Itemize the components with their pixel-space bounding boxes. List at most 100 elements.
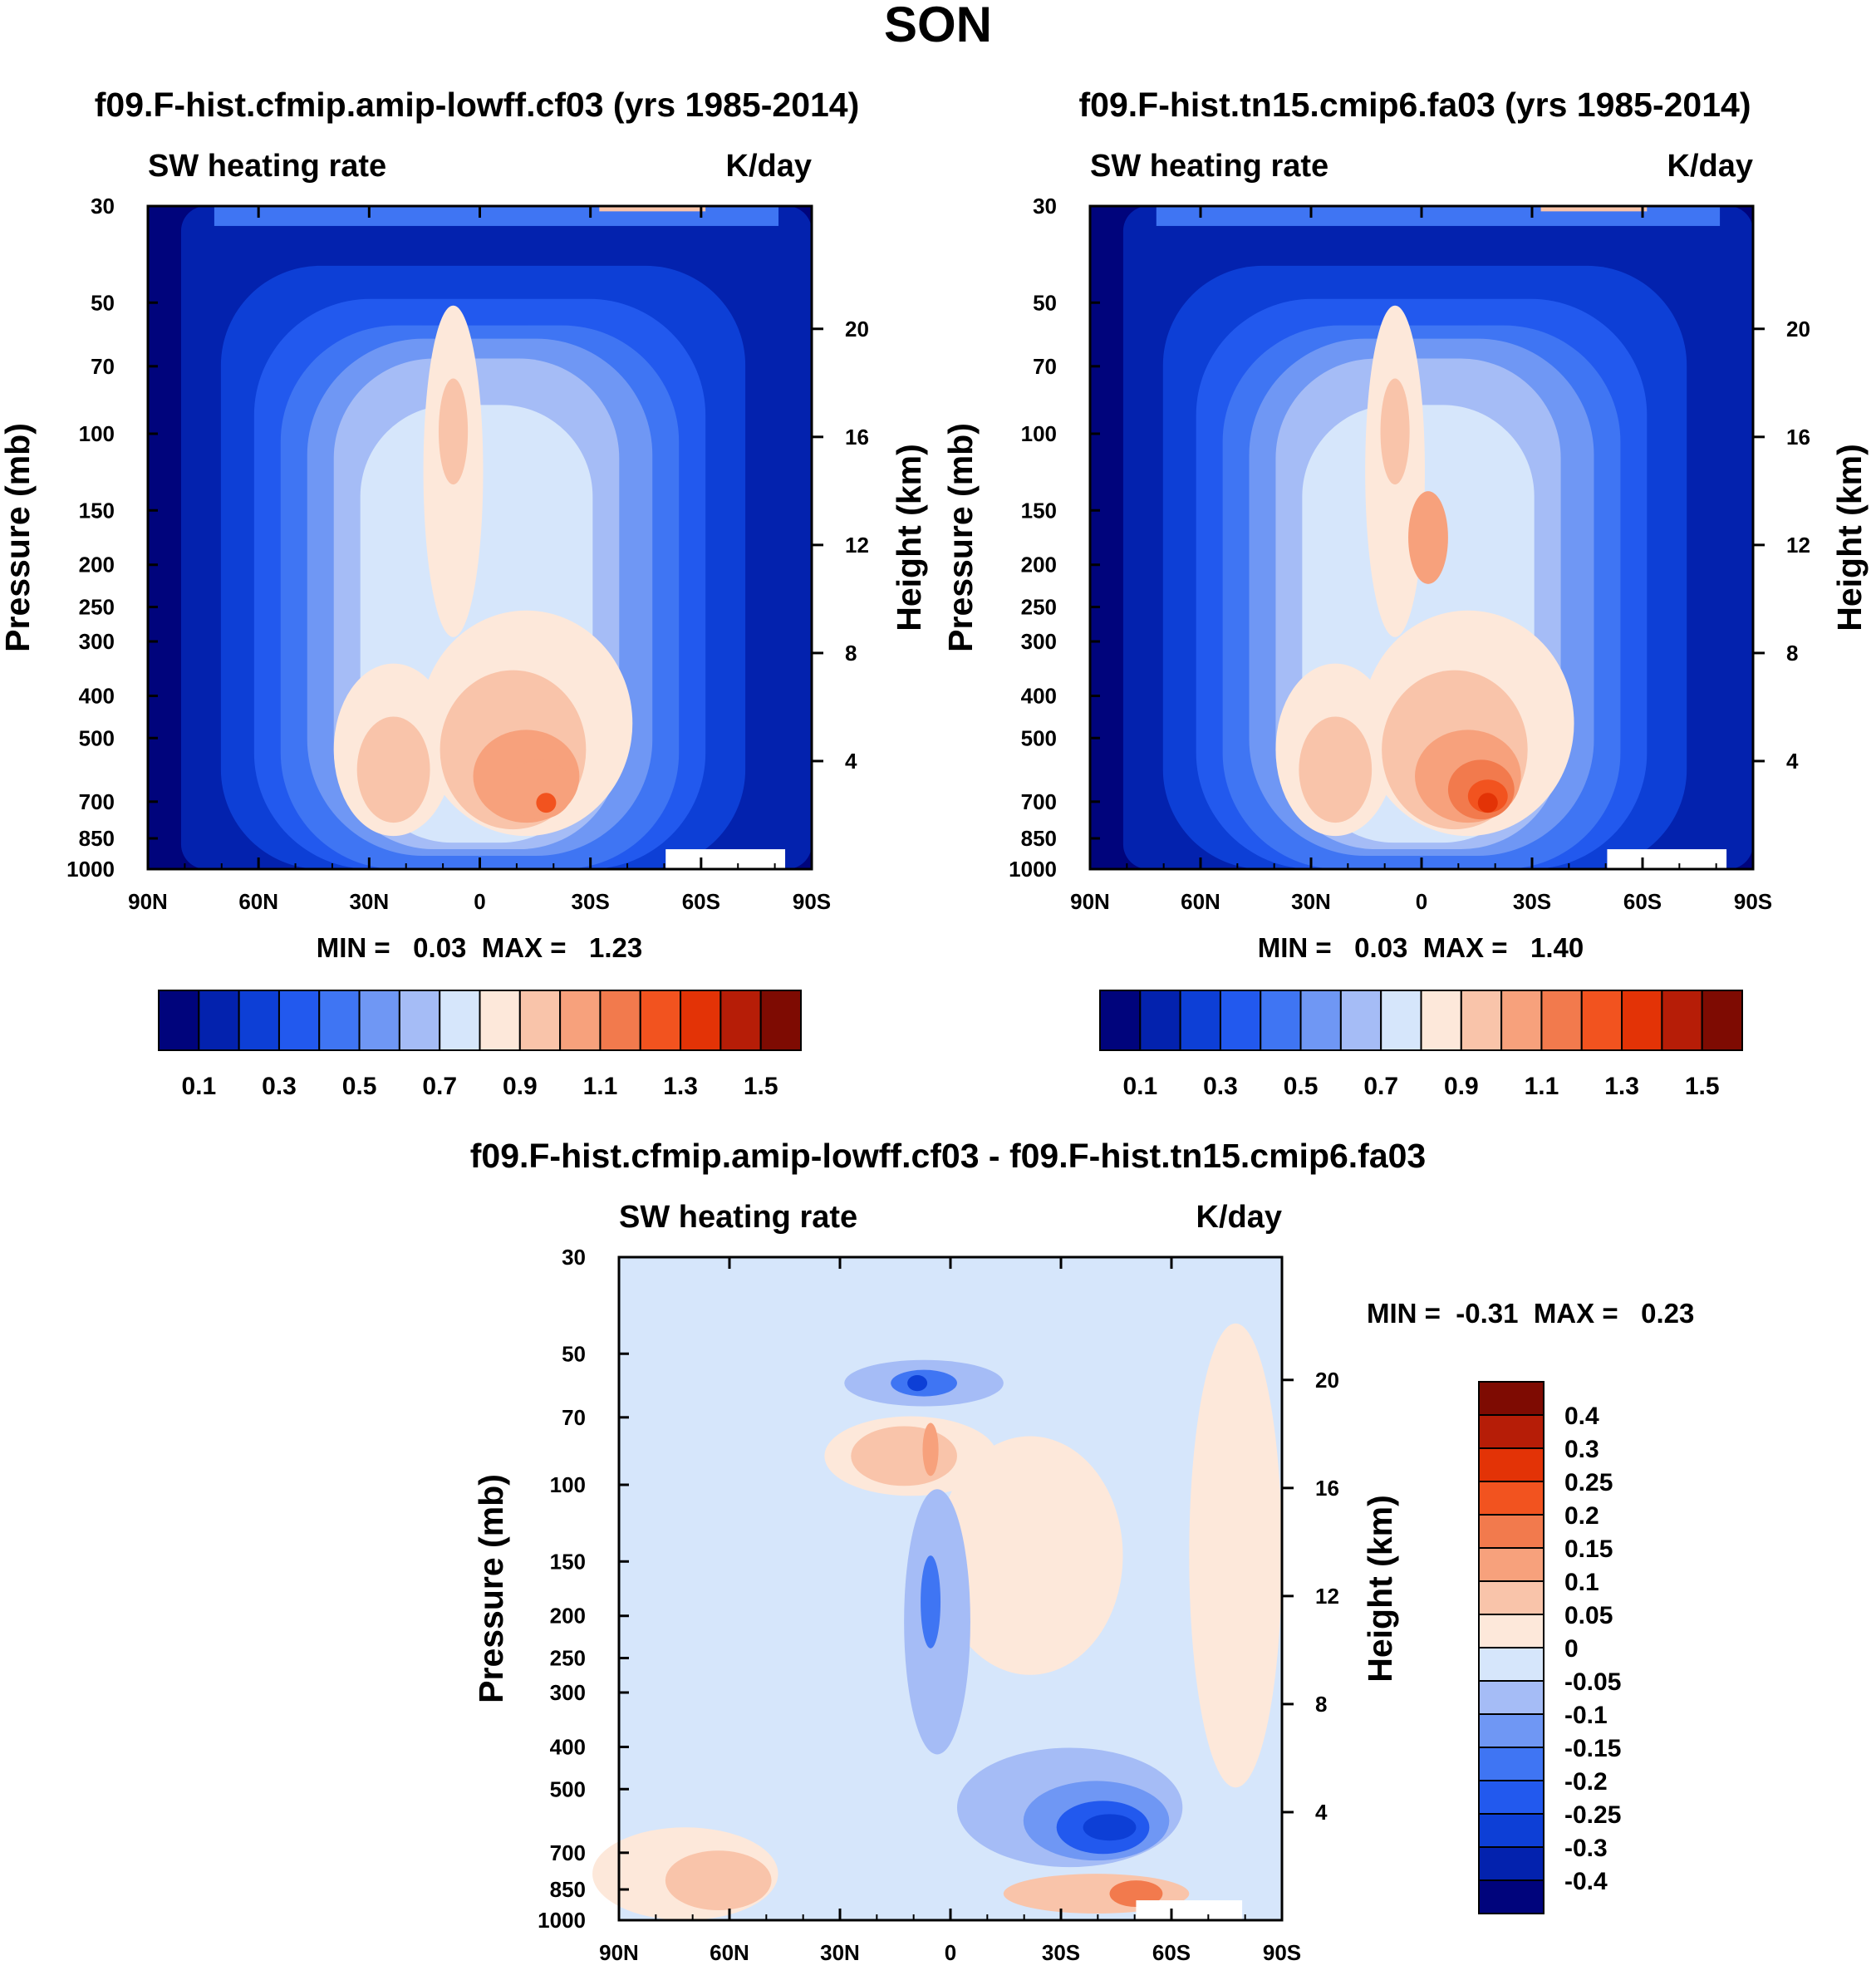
y-tick-label: 250 bbox=[1021, 595, 1057, 620]
x-tick-label: 0 bbox=[945, 1940, 956, 1965]
colorbar-label: 0.5 bbox=[342, 1073, 377, 1100]
colorbar-cell bbox=[1478, 1680, 1545, 1715]
positive-lower-level-2 bbox=[665, 1850, 772, 1911]
height-tick-label: 4 bbox=[1315, 1800, 1328, 1825]
y-tick-label: 100 bbox=[1021, 421, 1057, 446]
height-tick-label: 20 bbox=[845, 317, 869, 341]
colorbar-cell bbox=[1380, 990, 1422, 1051]
colorbar-cell bbox=[479, 990, 521, 1051]
colorbar-label: -0.05 bbox=[1564, 1668, 1621, 1696]
left-label: SW heating rate bbox=[148, 149, 386, 184]
colorbar-label: 0.9 bbox=[503, 1073, 538, 1100]
colorbar-cell bbox=[719, 990, 762, 1051]
left-label: SW heating rate bbox=[619, 1200, 857, 1235]
min-max-stats: MIN = 0.03 MAX = 1.23 bbox=[317, 932, 643, 963]
colorbar-cell bbox=[1478, 1879, 1545, 1914]
positive-upper-level-3 bbox=[922, 1422, 939, 1476]
warm-upper-level-2 bbox=[1380, 378, 1410, 485]
warm-peak bbox=[536, 793, 557, 813]
colorbar-cell bbox=[277, 990, 321, 1051]
x-tick-label: 90S bbox=[1734, 889, 1772, 914]
colorbar-cell bbox=[198, 990, 240, 1051]
y-tick-label: 70 bbox=[562, 1405, 586, 1430]
colorbar-cell bbox=[1478, 1414, 1545, 1449]
colorbar-cell bbox=[1478, 1481, 1545, 1516]
colorbar-cell bbox=[1478, 1846, 1545, 1881]
colorbar-cell bbox=[1219, 990, 1262, 1051]
min-max-stats: MIN = -0.31 MAX = 0.23 bbox=[1367, 1298, 1694, 1329]
masked-region bbox=[1136, 1900, 1243, 1920]
height-tick-label: 12 bbox=[1315, 1584, 1339, 1609]
y-tick-label: 700 bbox=[79, 789, 115, 814]
y-tick-label: 700 bbox=[550, 1840, 586, 1865]
colorbar-cell bbox=[1478, 1647, 1545, 1682]
y-tick-label: 700 bbox=[1021, 789, 1057, 814]
colorbar-label: 1.1 bbox=[583, 1073, 618, 1100]
y-tick-label: 300 bbox=[550, 1680, 586, 1705]
x-tick-label: 0 bbox=[1416, 889, 1427, 914]
x-tick-label: 60N bbox=[238, 889, 278, 914]
units-label: K/day bbox=[726, 149, 812, 184]
colorbar-cell bbox=[559, 990, 602, 1051]
colorbar-cell bbox=[1260, 990, 1302, 1051]
warm-upper-level-2 bbox=[438, 378, 469, 485]
negative-upper-peak bbox=[907, 1375, 928, 1392]
y-tick-label: 250 bbox=[550, 1646, 586, 1671]
colorbar-label: 0.4 bbox=[1564, 1403, 1599, 1430]
colorbar: 0.4 0.3 0.25 0.2 0.15 0.1 0.05 0 -0.05 -0.1 -0.15 -… bbox=[1478, 1381, 1621, 1914]
y-tick-label: 50 bbox=[1033, 290, 1057, 315]
negative-lower-core bbox=[1083, 1814, 1137, 1841]
contour-field bbox=[1090, 206, 1753, 870]
y-tick-label: 500 bbox=[550, 1776, 586, 1801]
colorbar-cell bbox=[1500, 990, 1543, 1051]
panel-cf03: f09.F-hist.cfmip.amip-lowff.cf03 (yrs 19… bbox=[0, 86, 928, 1100]
colorbar-cell bbox=[1540, 990, 1583, 1051]
colorbar-label: 0.1 bbox=[1122, 1073, 1157, 1100]
colorbar-cell bbox=[238, 990, 280, 1051]
colorbar-cell bbox=[1478, 1381, 1545, 1416]
x-tick-label: 90S bbox=[1263, 1940, 1301, 1965]
colorbar-cell bbox=[759, 990, 802, 1051]
y-tick-label: 1000 bbox=[66, 857, 115, 882]
y-tick-label: 300 bbox=[1021, 629, 1057, 654]
y-tick-label: 150 bbox=[550, 1549, 586, 1574]
x-tick-label: 90N bbox=[128, 889, 168, 914]
x-tick-label: 60S bbox=[1152, 1940, 1191, 1965]
colorbar-label: -0.25 bbox=[1564, 1801, 1621, 1829]
units-label: K/day bbox=[1667, 149, 1753, 184]
colorbar-label: 1.3 bbox=[663, 1073, 698, 1100]
panel-title: f09.F-hist.tn15.cmip6.fa03 (yrs 1985-201… bbox=[1079, 86, 1751, 124]
y-tick-label: 50 bbox=[91, 290, 115, 315]
panel-title: f09.F-hist.cfmip.amip-lowff.cf03 - f09.F… bbox=[470, 1137, 1427, 1175]
y-tick-label: 500 bbox=[1021, 725, 1057, 750]
stratosphere-warm bbox=[599, 206, 706, 212]
colorbar-cell bbox=[1139, 990, 1181, 1051]
colorbar-cell bbox=[518, 990, 562, 1051]
colorbar-cell bbox=[1478, 1547, 1545, 1582]
y-tick-label: 30 bbox=[91, 194, 115, 219]
colorbar-label: 1.1 bbox=[1525, 1073, 1559, 1100]
y-tick-label: 250 bbox=[79, 595, 115, 620]
colorbar-label: 0.7 bbox=[422, 1073, 457, 1100]
y-tick-label: 400 bbox=[79, 683, 115, 708]
y-tick-label: 150 bbox=[79, 498, 115, 523]
colorbar-cell bbox=[1478, 1614, 1545, 1648]
colorbar-cell bbox=[1701, 990, 1743, 1051]
height-tick-label: 12 bbox=[845, 533, 869, 558]
y-tick-label: 30 bbox=[1033, 194, 1057, 219]
y-tick-label: 500 bbox=[79, 725, 115, 750]
y-tick-label: 150 bbox=[1021, 498, 1057, 523]
x-tick-label: 30S bbox=[1042, 1940, 1080, 1965]
colorbar-label: -0.15 bbox=[1564, 1735, 1621, 1762]
y-axis-title: Pressure (mb) bbox=[0, 423, 37, 652]
colorbar-cell bbox=[639, 990, 682, 1051]
x-tick-label: 30N bbox=[349, 889, 389, 914]
masked-region bbox=[665, 849, 786, 869]
axes: 90N 60N 30N 0 30S 60S 90S 30 50 70 100 150 200 250 300… bbox=[1009, 194, 1810, 914]
warm-lobe-west-inner bbox=[1299, 716, 1373, 823]
colorbar-cell bbox=[158, 990, 200, 1051]
contour-field bbox=[592, 1257, 1282, 1920]
y-axis-right-title: Height (km) bbox=[1361, 1495, 1399, 1683]
colorbar-label: -0.2 bbox=[1564, 1768, 1608, 1796]
y-tick-label: 1000 bbox=[538, 1908, 586, 1933]
